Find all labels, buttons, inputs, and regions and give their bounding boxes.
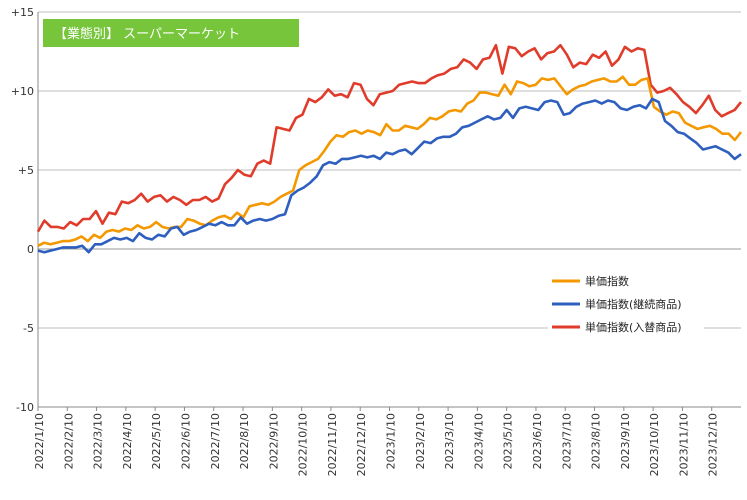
y-tick-label: -10 — [16, 401, 34, 414]
legend-label: 単価指数(入替商品) — [585, 320, 682, 334]
x-tick-label: 2023/8/10 — [590, 413, 603, 469]
x-tick-label: 2022/6/10 — [179, 413, 192, 469]
x-tick-label: 2022/7/10 — [209, 413, 222, 469]
y-tick-label: 0 — [27, 243, 34, 256]
x-tick-label: 2022/4/10 — [121, 413, 134, 469]
x-tick-label: 2022/3/10 — [92, 413, 105, 469]
series-lines — [36, 43, 743, 254]
y-tick-label: -5 — [23, 322, 34, 335]
x-tick-label: 2022/9/10 — [267, 413, 280, 469]
x-tick-label: 2022/10/10 — [297, 413, 310, 476]
chart-title-box: 【業態別】 スーパーマーケット — [43, 19, 299, 47]
x-tick-label: 2023/7/10 — [560, 413, 573, 469]
x-tick-label: 2023/11/10 — [677, 413, 690, 476]
x-tick-labels: 2022/1/10 2022/2/10 2022/3/10 2022/4/10 2022… — [33, 407, 720, 476]
x-tick-label: 2023/5/10 — [502, 413, 515, 469]
gridlines — [38, 11, 741, 329]
x-tick-label: 2023/2/10 — [414, 413, 427, 469]
y-tick-label: +10 — [11, 85, 34, 98]
x-tick-label: 2023/12/10 — [707, 413, 720, 476]
y-tick-label: +5 — [18, 164, 34, 177]
x-tick-label: 2023/6/10 — [531, 413, 544, 469]
x-tick-label: 2022/2/10 — [62, 413, 75, 469]
series-line — [36, 43, 743, 233]
axes — [37, 12, 741, 408]
y-tick-labels: +15 +10 +5 0 -5 -10 — [11, 6, 34, 414]
x-tick-label: 2022/12/10 — [355, 413, 368, 476]
x-tick-label: 2023/4/10 — [472, 413, 485, 469]
x-tick-label: 2022/1/10 — [33, 413, 46, 469]
series-line — [37, 97, 742, 254]
legend-label: 単価指数(継続商品) — [585, 297, 682, 311]
series-line — [37, 75, 743, 247]
x-tick-label: 2022/8/10 — [238, 413, 251, 469]
y-tick-label: +15 — [11, 6, 34, 19]
x-tick-label: 2023/10/10 — [648, 413, 661, 476]
x-tick-label: 2023/9/10 — [619, 413, 632, 469]
legend-background — [548, 268, 704, 334]
x-tick-label: 2023/1/10 — [385, 413, 398, 469]
legend-label: 単価指数 — [585, 274, 629, 288]
chart-title-background — [43, 19, 299, 47]
x-tick-label: 2022/5/10 — [150, 413, 163, 469]
chart-title: 【業態別】 スーパーマーケット — [54, 26, 240, 42]
x-tick-label: 2022/11/10 — [326, 413, 339, 476]
x-tick-label: 2023/3/10 — [443, 413, 456, 469]
